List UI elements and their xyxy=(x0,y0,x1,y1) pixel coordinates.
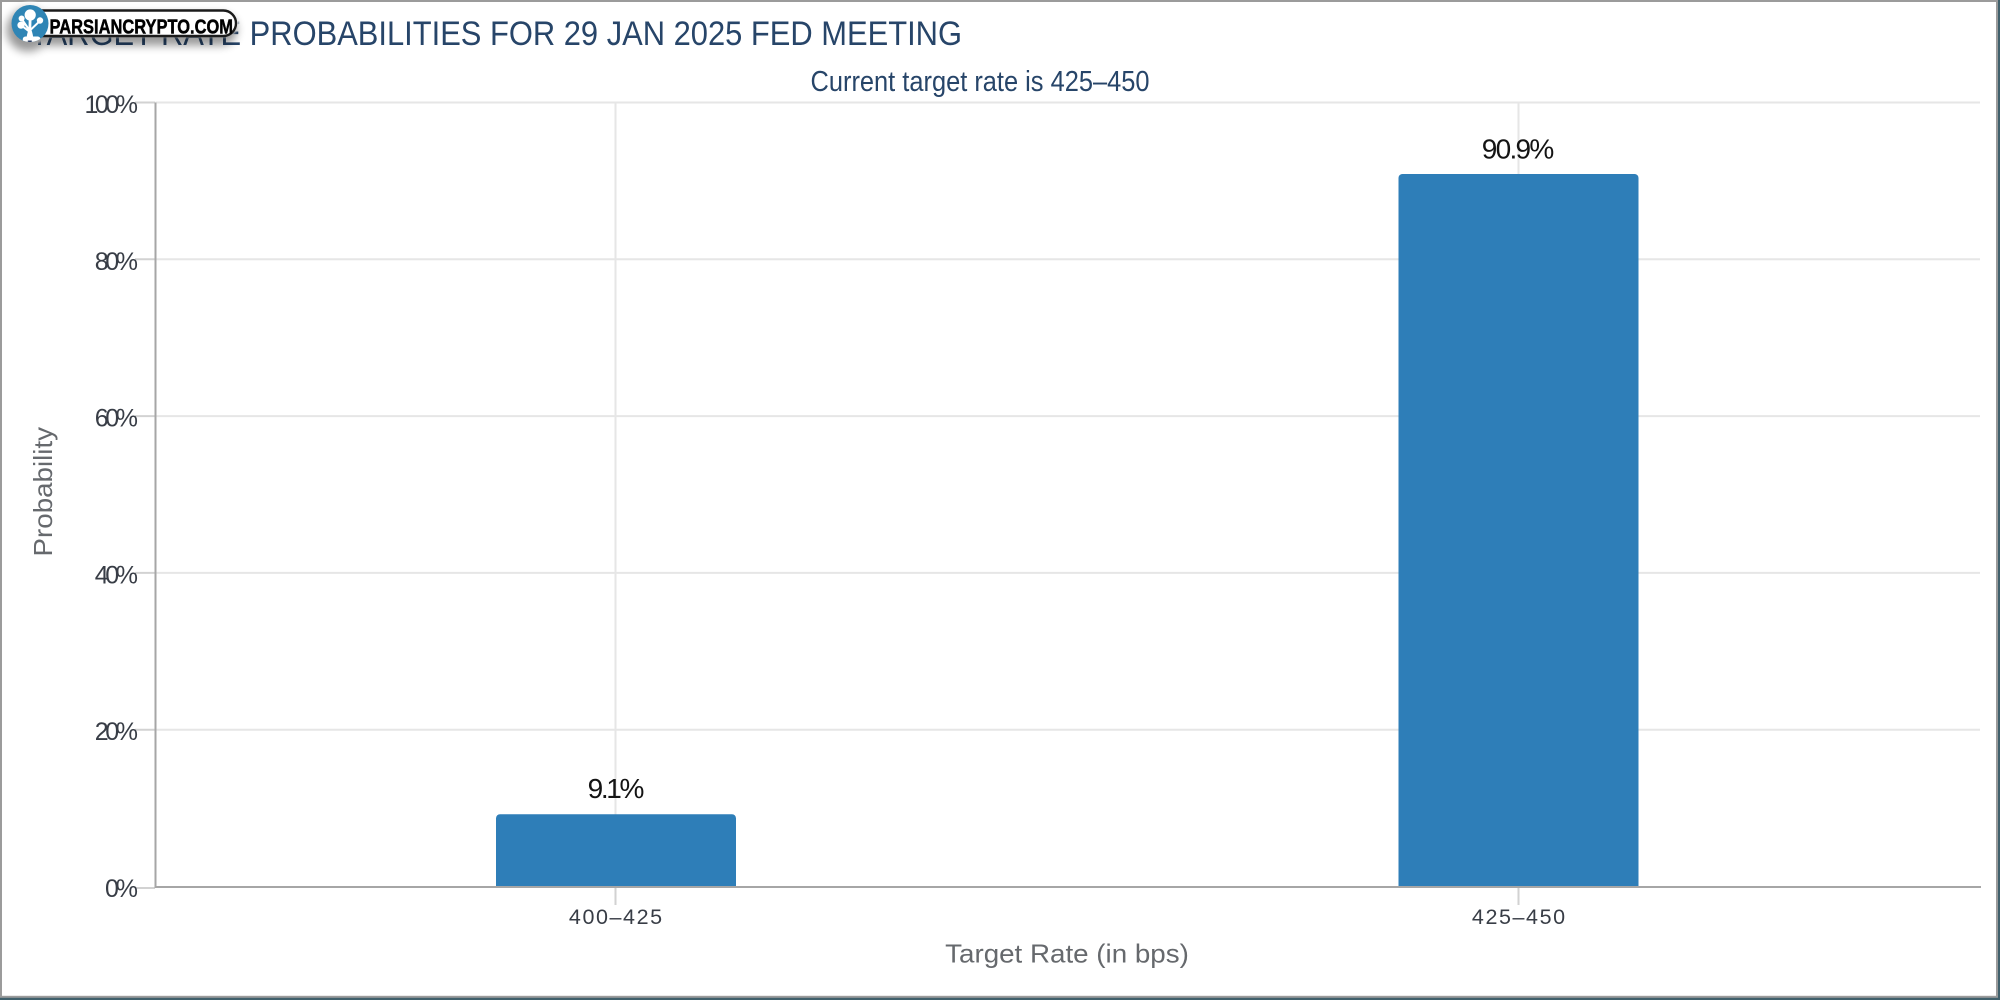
svg-text:9.1%: 9.1% xyxy=(588,773,645,804)
svg-text:425–450: 425–450 xyxy=(1472,905,1565,929)
svg-text:60%: 60% xyxy=(95,405,138,433)
svg-text:400–425: 400–425 xyxy=(569,905,662,929)
svg-text:Current target rate is 425–450: Current target rate is 425–450 xyxy=(811,66,1150,98)
svg-text:40%: 40% xyxy=(95,561,138,589)
svg-text:0%: 0% xyxy=(105,875,138,903)
svg-text:90.9%: 90.9% xyxy=(1482,134,1555,165)
svg-text:80%: 80% xyxy=(95,248,138,276)
svg-text:Target Rate (in bps): Target Rate (in bps) xyxy=(945,938,1189,968)
svg-text:PARSIANCRYPTO.COM: PARSIANCRYPTO.COM xyxy=(50,16,234,39)
svg-text:20%: 20% xyxy=(95,718,138,746)
svg-text:100%: 100% xyxy=(85,91,139,119)
svg-text:Probability: Probability xyxy=(28,427,58,557)
